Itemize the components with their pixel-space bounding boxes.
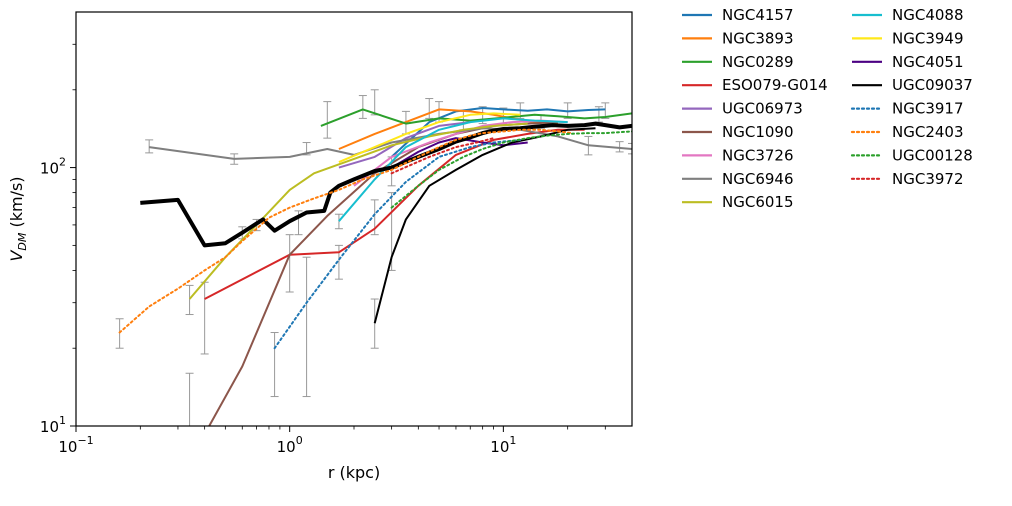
error-bar	[185, 372, 194, 426]
legend-item-ngc3972: NGC3972	[850, 170, 964, 188]
legend-label: NGC3726	[722, 146, 794, 164]
legend-item-ngc0289: NGC0289	[682, 53, 794, 71]
legend: NGC4157 NGC3893 NGC0289 ESO079-G014 UGC06973…	[682, 6, 973, 211]
error-bar	[285, 234, 294, 293]
series-line-ngc2403	[118, 128, 574, 334]
error-bar	[302, 256, 311, 398]
legend-item-ngc4051: NGC4051	[852, 53, 964, 71]
series-lines	[118, 107, 632, 426]
x-axis-label: r (kpc)	[328, 463, 380, 482]
error-bar	[334, 213, 343, 230]
legend-item-ngc3917: NGC3917	[850, 100, 964, 118]
legend-item-ugc00128: UGC00128	[850, 146, 973, 164]
legend-item-ugc06973: UGC06973	[682, 100, 803, 118]
legend-label: NGC6946	[722, 170, 794, 188]
series-line-ngc3949	[338, 112, 521, 164]
y-axis: 101 102	[40, 43, 76, 436]
x-axis: 10−1 100 101	[58, 426, 606, 456]
x-tick-label: 101	[490, 434, 516, 456]
legend-item-ngc6015: NGC6015	[682, 193, 794, 211]
error-bar	[145, 139, 154, 154]
x-tick-label: 100	[277, 434, 303, 456]
legend-label: NGC2403	[892, 123, 964, 141]
series-line-ngc6946	[149, 127, 632, 160]
series-line-ngc3917	[273, 138, 522, 350]
legend-label: ESO079-G014	[722, 76, 828, 94]
legend-label: UGC06973	[722, 100, 803, 118]
error-bars	[115, 89, 632, 426]
series-line-ugc00128	[390, 130, 632, 209]
legend-label: UGC00128	[892, 146, 973, 164]
series-line-eso079-g014	[204, 128, 585, 300]
legend-item-ngc3949: NGC3949	[852, 29, 964, 47]
error-bar	[270, 332, 279, 398]
error-bar	[370, 298, 379, 349]
legend-item-ngc3726: NGC3726	[682, 146, 794, 164]
legend-label: NGC4157	[722, 6, 794, 24]
legend-label: NGC6015	[722, 193, 794, 211]
legend-label: NGC0289	[722, 53, 794, 71]
legend-item-ngc4157: NGC4157	[682, 6, 794, 24]
legend-item-ugc09037: UGC09037	[852, 76, 973, 94]
legend-label: NGC4088	[892, 6, 964, 24]
error-bar	[323, 101, 332, 139]
error-bar	[200, 281, 209, 355]
error-bar	[628, 142, 632, 155]
legend-label: UGC09037	[892, 76, 973, 94]
error-bar	[358, 95, 367, 119]
legend-label: NGC3949	[892, 29, 964, 47]
error-bar	[615, 141, 624, 153]
legend-item-ngc6946: NGC6946	[682, 170, 794, 188]
plot-frame	[75, 11, 633, 427]
series-line-ngc4157	[390, 107, 606, 158]
series-line-ngc3972	[390, 137, 495, 175]
legend-item-eso079-g014: ESO079-G014	[682, 76, 828, 94]
legend-label: NGC3893	[722, 29, 794, 47]
error-bar	[370, 89, 379, 116]
legend-label: NGC3972	[892, 170, 964, 188]
legend-label: NGC3917	[892, 100, 964, 118]
y-axis-label: VDM (km/s)	[7, 176, 29, 261]
series-line-ugc06973	[338, 121, 471, 169]
series-line-ugc09037	[373, 127, 596, 324]
error-bar	[425, 98, 434, 119]
error-bar	[334, 244, 343, 280]
series-line-ngc6015	[188, 122, 528, 300]
y-tick-label: 102	[40, 156, 66, 178]
legend-item-ngc3893: NGC3893	[682, 29, 794, 47]
legend-item-ngc1090: NGC1090	[682, 123, 794, 141]
legend-label: NGC1090	[722, 123, 794, 141]
error-bar	[601, 102, 610, 119]
y-tick-label: 101	[40, 414, 66, 436]
series-line-ngc4088	[338, 117, 568, 222]
legend-item-ngc2403: NGC2403	[850, 123, 964, 141]
legend-item-ngc4088: NGC4088	[852, 6, 964, 24]
legend-label: NGC4051	[892, 53, 964, 71]
x-tick-label: 10−1	[58, 434, 93, 456]
error-bar	[185, 284, 194, 316]
